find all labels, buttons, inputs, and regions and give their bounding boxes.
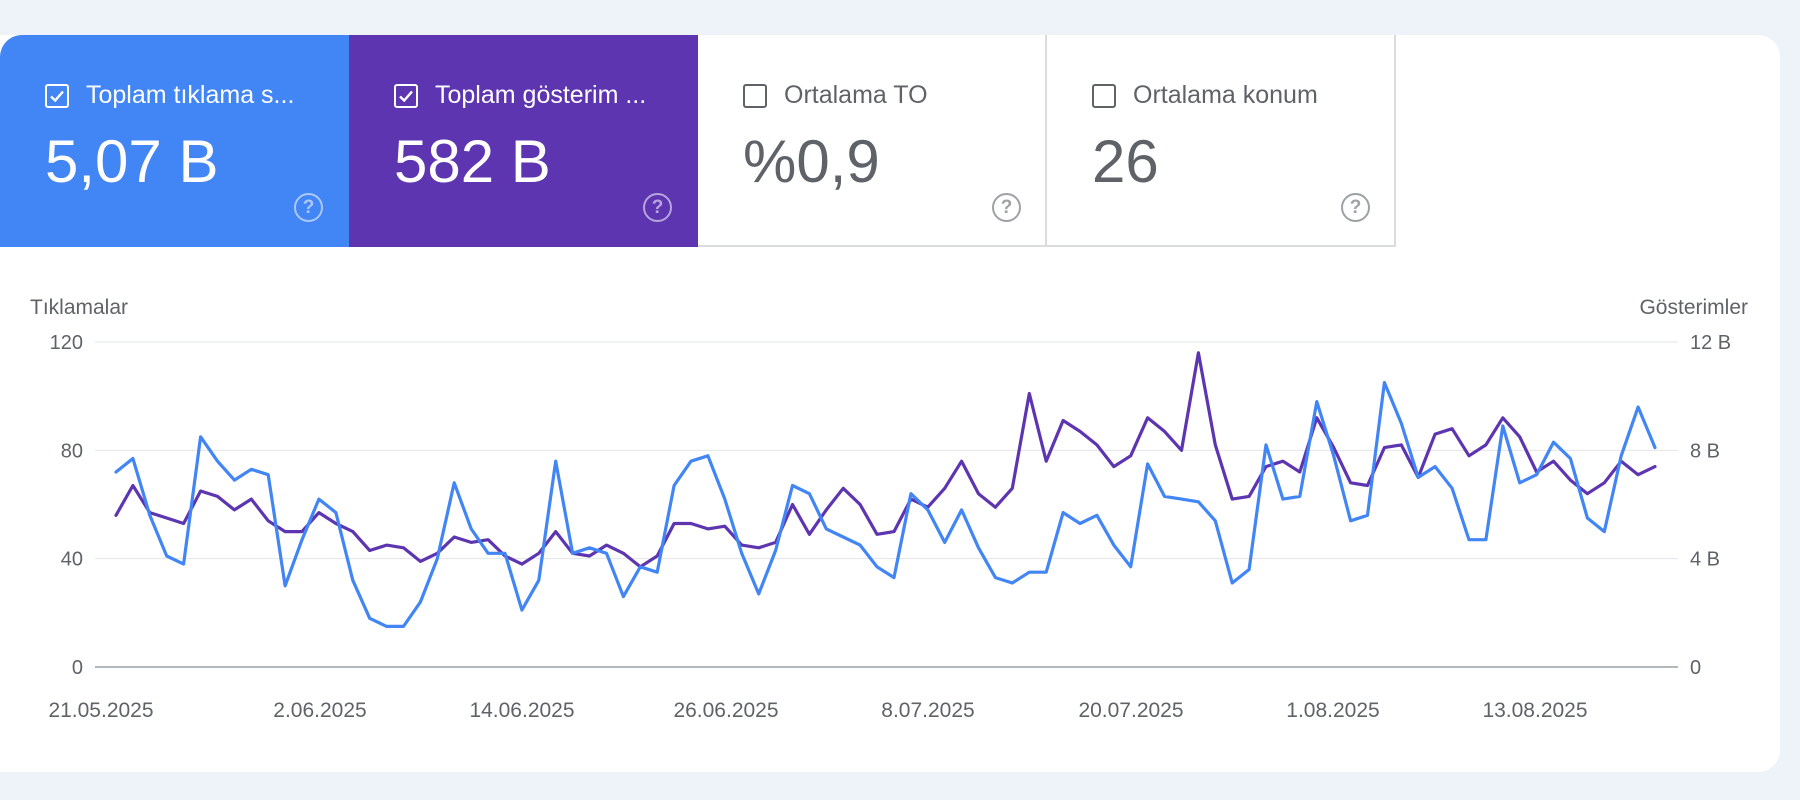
y-tick-label-right: 8 B [1690,440,1720,462]
metric-tiles: Toplam tıklama s... 5,07 B ? Toplam göst… [0,35,1396,247]
metric-tile-total-impressions[interactable]: Toplam gösterim ... 582 B ? [349,35,698,247]
x-tick-label: 1.08.2025 [1286,699,1379,722]
help-icon[interactable]: ? [1341,193,1370,222]
metric-value: %0,9 [743,128,880,195]
checkbox-unchecked-icon[interactable] [743,84,767,108]
series-line-impressions [114,351,1657,569]
metric-tile-average-ctr[interactable]: Ortalama TO %0,9 ? [698,35,1047,247]
help-icon[interactable]: ? [992,193,1021,222]
x-tick-label: 21.05.2025 [48,699,153,722]
checkmark-icon [399,90,413,103]
series-line-clicks [114,381,1657,629]
y-tick-label-right: 12 B [1690,332,1731,354]
y-tick-label-left: 120 [50,332,83,354]
y-axis-right-title: Gösterimler [1639,296,1748,319]
metric-tile-total-clicks[interactable]: Toplam tıklama s... 5,07 B ? [0,35,349,247]
y-tick-label-left: 80 [61,440,83,462]
checkbox-checked-icon[interactable] [45,84,69,108]
metric-value: 26 [1092,128,1159,195]
y-tick-label-right: 0 [1690,657,1701,679]
metric-value: 582 B [394,128,551,195]
x-tick-label: 8.07.2025 [881,699,974,722]
metric-value: 5,07 B [45,128,219,195]
metric-tile-average-position[interactable]: Ortalama konum 26 ? [1047,35,1396,247]
checkmark-icon [50,90,64,103]
checkbox-unchecked-icon[interactable] [1092,84,1116,108]
help-icon[interactable]: ? [643,193,672,222]
help-icon[interactable]: ? [294,193,323,222]
y-axis-left-title: Tıklamalar [30,296,129,319]
x-tick-label: 14.06.2025 [469,699,574,722]
x-tick-label: 2.06.2025 [273,699,366,722]
checkbox-checked-icon[interactable] [394,84,418,108]
y-tick-label-left: 0 [72,657,83,679]
y-tick-label-right: 4 B [1690,549,1720,571]
y-tick-label-left: 40 [61,549,83,571]
x-tick-label: 13.08.2025 [1482,699,1587,722]
x-tick-label: 26.06.2025 [673,699,778,722]
x-tick-label: 20.07.2025 [1078,699,1183,722]
